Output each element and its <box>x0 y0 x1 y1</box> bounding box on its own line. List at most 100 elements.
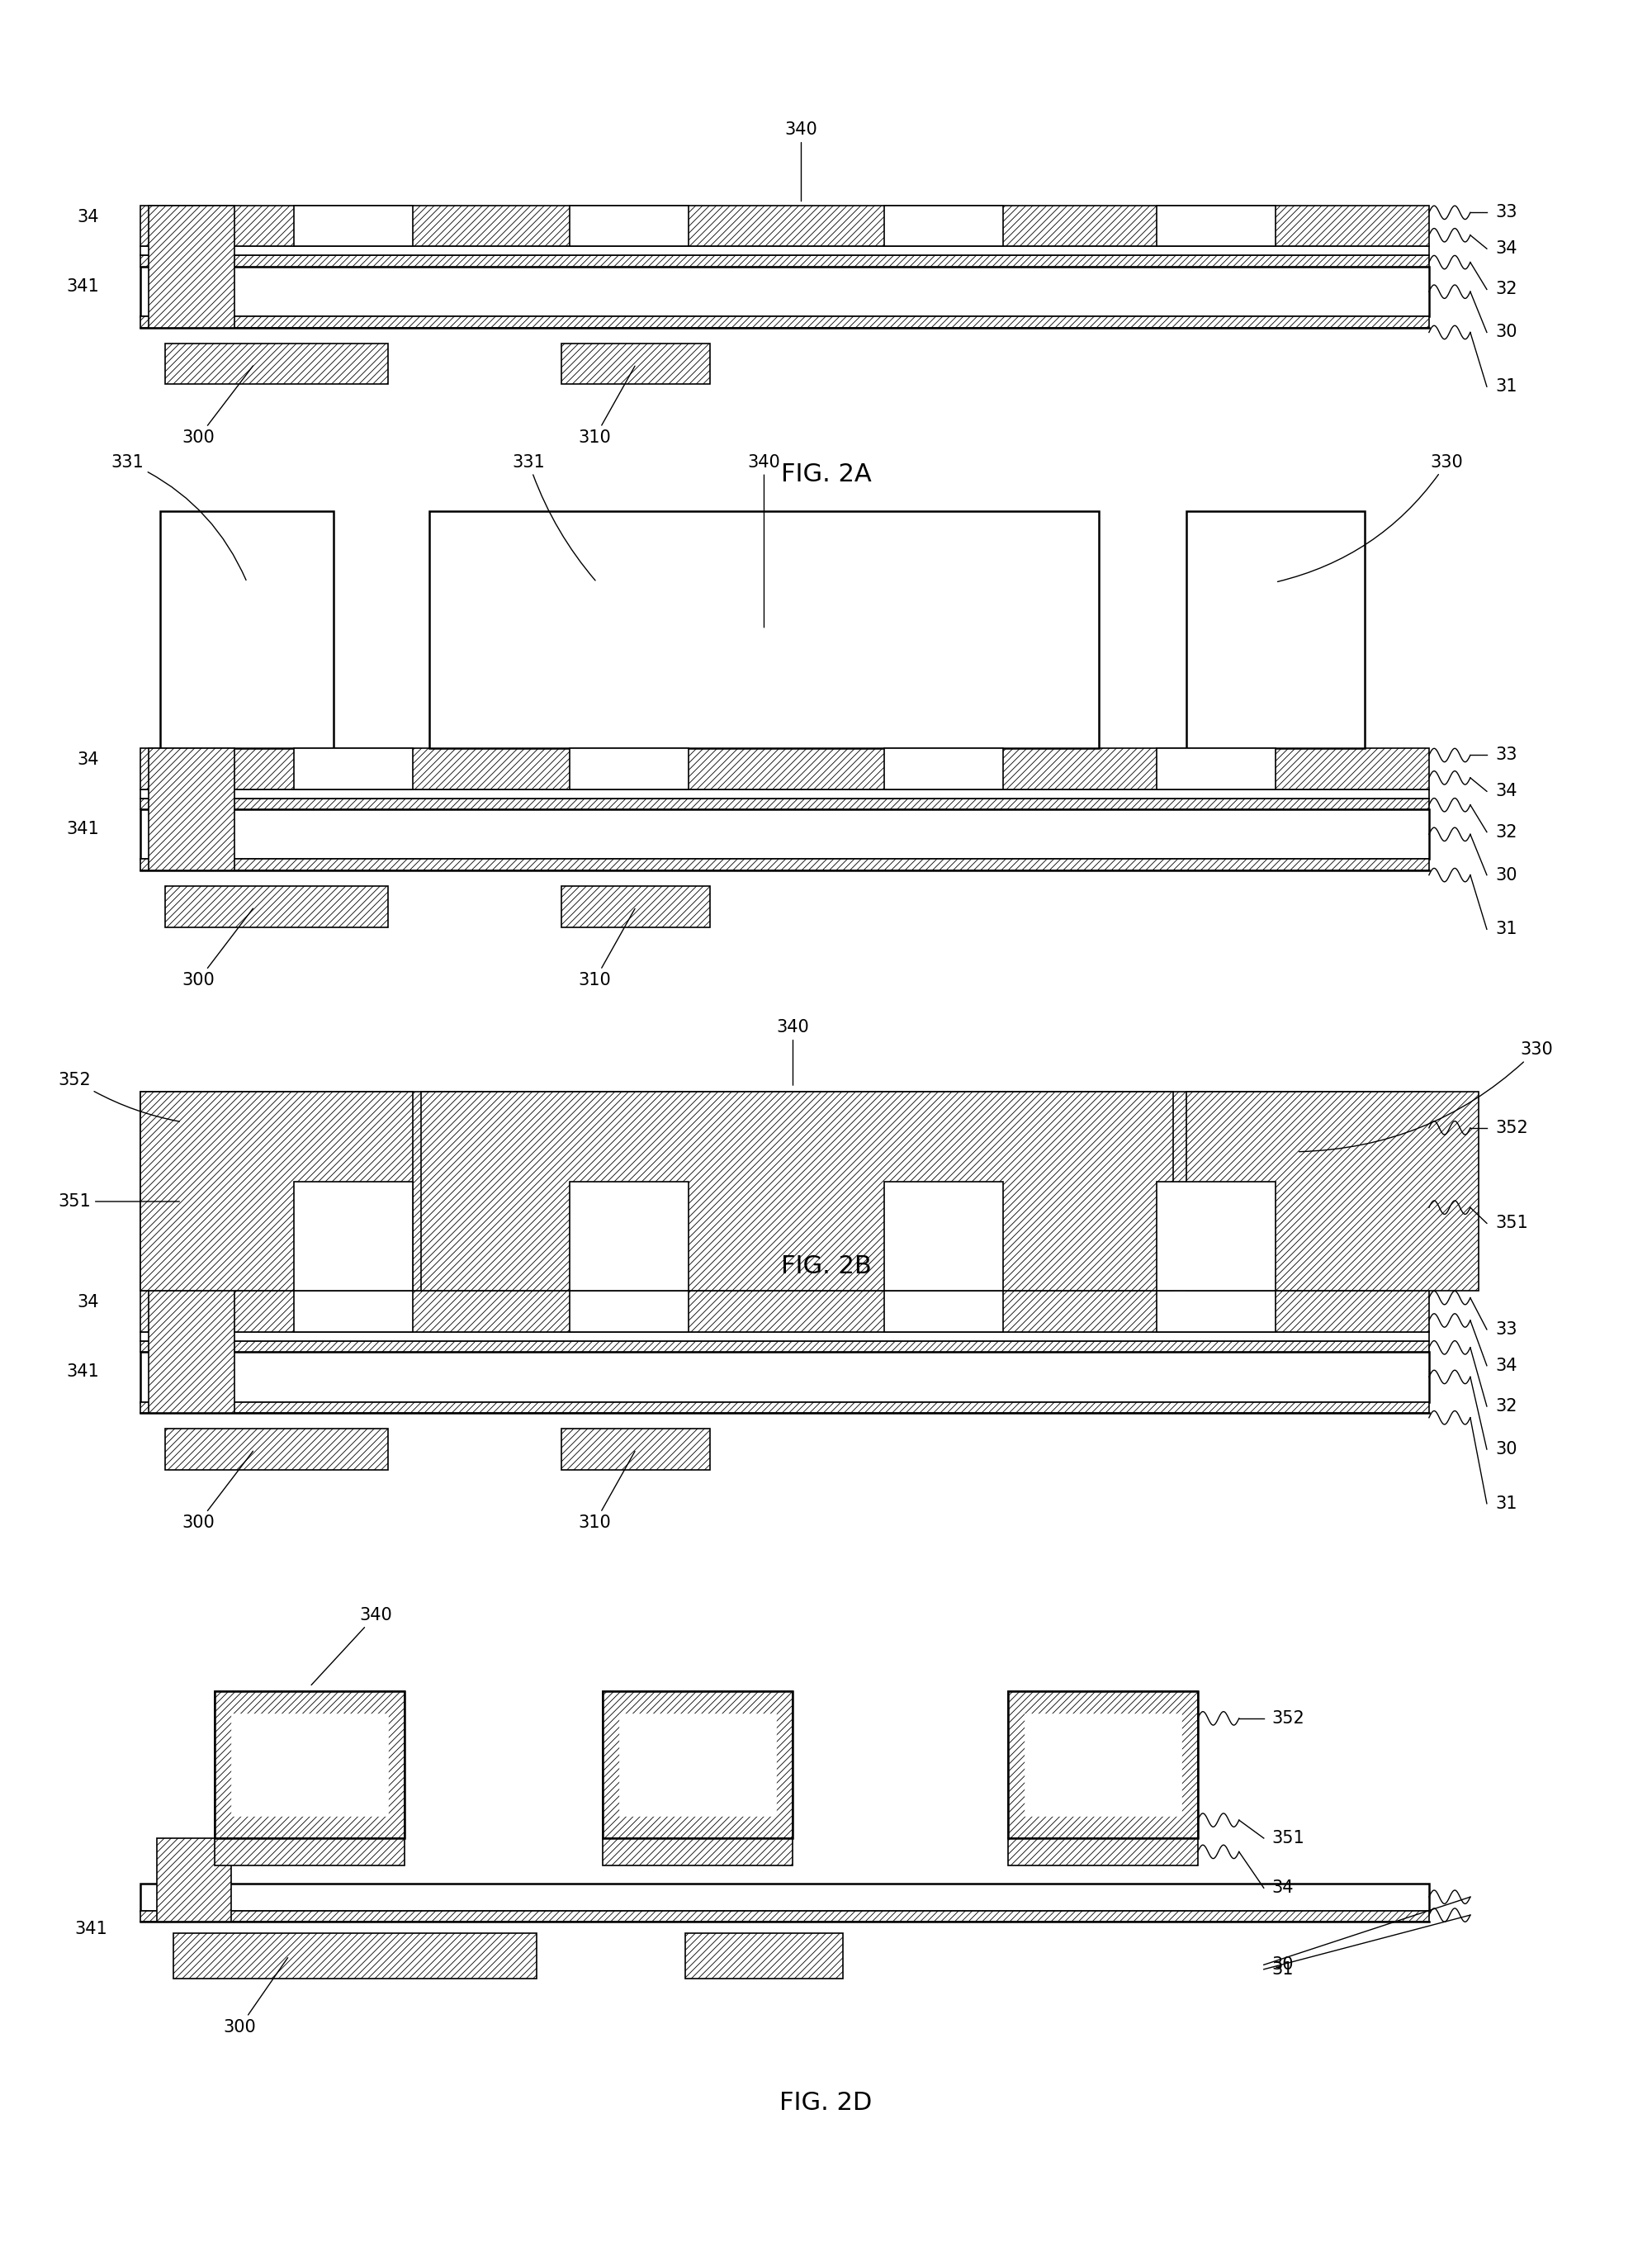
Bar <box>884 748 1003 789</box>
Text: 31: 31 <box>1495 1495 1517 1513</box>
Text: 341: 341 <box>66 278 99 294</box>
Bar <box>603 1691 793 1838</box>
Text: 31: 31 <box>1495 920 1517 938</box>
Bar <box>603 1691 793 1838</box>
Text: 34: 34 <box>1495 1357 1517 1375</box>
Bar <box>1024 1714 1181 1816</box>
Bar <box>1156 1291 1275 1332</box>
Text: 34: 34 <box>78 208 99 226</box>
Text: 32: 32 <box>1495 823 1517 841</box>
Text: 331: 331 <box>111 454 246 581</box>
Text: 352: 352 <box>1272 1709 1305 1727</box>
Bar <box>140 1341 1429 1352</box>
Text: 33: 33 <box>1495 1320 1517 1339</box>
Text: 300: 300 <box>223 1958 287 2035</box>
Bar <box>294 1291 413 1332</box>
Bar <box>562 1429 710 1470</box>
Bar <box>157 1838 231 1922</box>
Bar <box>140 267 1429 317</box>
Bar <box>215 1691 405 1838</box>
Text: 31: 31 <box>1272 1960 1294 1978</box>
Bar <box>149 206 235 328</box>
Text: FIG. 2B: FIG. 2B <box>781 1255 871 1277</box>
Bar <box>140 1092 413 1291</box>
Text: FIG. 2D: FIG. 2D <box>780 2091 872 2114</box>
Bar <box>149 748 235 870</box>
Text: 330: 330 <box>1298 1042 1553 1151</box>
Text: 30: 30 <box>1495 866 1517 884</box>
Text: 352: 352 <box>58 1072 180 1121</box>
Bar <box>421 1092 1173 1291</box>
Bar <box>215 1838 405 1865</box>
Text: 34: 34 <box>78 1293 99 1311</box>
Bar <box>620 1714 776 1816</box>
Text: 340: 340 <box>748 454 780 626</box>
Bar <box>1156 1183 1275 1291</box>
Bar <box>884 1183 1003 1291</box>
Bar <box>160 511 334 748</box>
Bar <box>294 1183 413 1291</box>
Bar <box>884 1291 1003 1332</box>
Text: 33: 33 <box>1495 203 1517 222</box>
Bar <box>1156 206 1275 246</box>
Bar <box>165 1429 388 1470</box>
Bar <box>140 1883 1429 1911</box>
Text: FIG. 2A: FIG. 2A <box>781 464 871 486</box>
Text: 30: 30 <box>1495 1440 1517 1458</box>
Text: 352: 352 <box>1495 1119 1528 1135</box>
Text: 33: 33 <box>1495 746 1517 764</box>
Bar <box>1186 511 1365 748</box>
Bar <box>140 1911 1429 1922</box>
Text: 340: 340 <box>311 1608 392 1684</box>
Bar <box>430 511 1099 748</box>
Bar <box>140 246 1429 255</box>
Text: 330: 330 <box>1277 454 1464 581</box>
Bar <box>570 206 689 246</box>
Bar <box>140 789 1429 798</box>
Bar <box>140 206 1429 246</box>
Text: 30: 30 <box>1495 323 1517 341</box>
Bar <box>140 748 1429 789</box>
Bar <box>140 809 1429 859</box>
Bar <box>173 1933 537 1978</box>
Bar <box>140 798 1429 809</box>
Text: 31: 31 <box>1495 378 1517 396</box>
Text: 34: 34 <box>1495 782 1517 800</box>
Text: 351: 351 <box>1272 1829 1305 1847</box>
Bar <box>294 206 413 246</box>
Text: 32: 32 <box>1495 280 1517 298</box>
Bar <box>570 748 689 789</box>
Text: 34: 34 <box>78 751 99 769</box>
Text: 300: 300 <box>182 909 253 988</box>
Text: 34: 34 <box>1495 240 1517 258</box>
Bar <box>1008 1691 1198 1838</box>
Bar <box>562 344 710 384</box>
Text: 310: 310 <box>578 366 634 445</box>
Bar <box>140 255 1429 267</box>
Bar <box>215 1691 405 1838</box>
Bar <box>884 206 1003 246</box>
Bar <box>165 886 388 927</box>
Text: 341: 341 <box>66 1363 99 1379</box>
Text: 340: 340 <box>785 122 818 201</box>
Bar <box>1008 1691 1198 1838</box>
Bar <box>570 1291 689 1332</box>
Bar <box>140 859 1429 870</box>
Bar <box>140 1402 1429 1413</box>
Text: 310: 310 <box>578 1452 634 1531</box>
Text: 310: 310 <box>578 909 634 988</box>
Bar <box>686 1933 843 1978</box>
Bar <box>140 1291 1429 1332</box>
Text: 341: 341 <box>66 821 99 837</box>
Text: 30: 30 <box>1272 1956 1294 1974</box>
Bar <box>1186 1092 1479 1291</box>
Bar <box>1156 748 1275 789</box>
Bar <box>1008 1838 1198 1865</box>
Bar <box>140 1332 1429 1341</box>
Text: 351: 351 <box>1495 1214 1528 1232</box>
Bar <box>140 1352 1429 1402</box>
Bar <box>140 1092 1429 1291</box>
Bar <box>165 344 388 384</box>
Text: 340: 340 <box>776 1020 809 1085</box>
Bar <box>603 1838 793 1865</box>
